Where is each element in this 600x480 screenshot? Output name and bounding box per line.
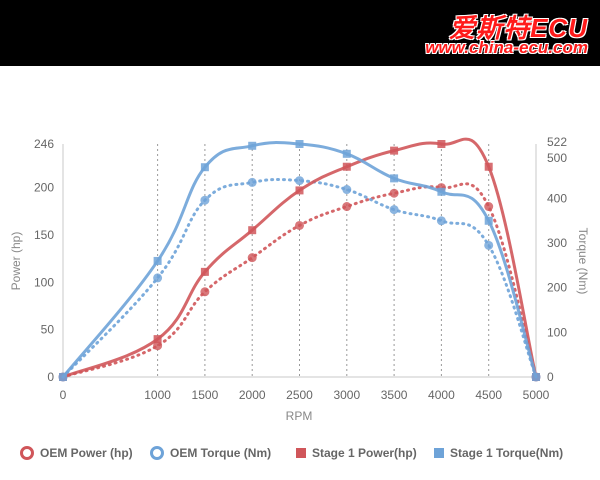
brand-logo: 爱斯特ECU: [449, 13, 588, 43]
square-marker-icon: [296, 448, 306, 458]
x-tick-label: 0: [60, 388, 67, 402]
legend-label: OEM Power (hp): [40, 446, 133, 460]
data-point: [342, 202, 352, 212]
data-point: [389, 205, 399, 215]
x-axis-label: RPM: [286, 409, 313, 423]
data-point: [389, 188, 399, 198]
x-tick-label: 1500: [192, 388, 219, 402]
x-tick-label: 5000: [523, 388, 550, 402]
axes: 0 1000 1500 2000 2500 3000 3500 4000 4500 5000050…: [34, 135, 567, 402]
y-left-tick-label: 50: [41, 323, 55, 337]
data-point: [248, 226, 257, 235]
data-point: [484, 202, 494, 212]
data-point: [248, 141, 257, 150]
data-point: [437, 140, 446, 148]
legend-item[interactable]: Stage 1 Torque(Nm): [434, 442, 563, 464]
data-point: [295, 140, 304, 148]
data-point: [437, 187, 446, 196]
data-point: [532, 373, 540, 381]
data-point: [153, 273, 163, 283]
x-tick-label: 1000: [144, 388, 171, 402]
y-right-tick-label: 100: [547, 325, 567, 339]
data-point: [390, 146, 399, 155]
data-point: [484, 162, 493, 171]
x-tick-label: 4500: [475, 388, 502, 402]
data-point: [342, 149, 351, 158]
y-axis-left-label: Power (hp): [9, 232, 23, 291]
brand-url: www.china-ecu.com: [425, 38, 588, 57]
data-point: [200, 267, 209, 276]
y-right-tick-label: 400: [547, 191, 567, 205]
series-line-3: [61, 141, 538, 379]
y-right-tick-label: 500: [547, 151, 567, 165]
data-point: [342, 185, 352, 195]
legend-item[interactable]: Stage 1 Power(hp): [296, 442, 417, 464]
square-marker-icon: [434, 448, 444, 458]
data-point: [153, 256, 162, 265]
legend-item[interactable]: OEM Torque (Nm): [150, 442, 271, 464]
legend: OEM Power (hp) OEM Torque (Nm) Stage 1 Pow…: [20, 442, 590, 464]
data-point: [59, 373, 67, 381]
series-line-0: [61, 182, 538, 379]
x-tick-label: 3000: [333, 388, 360, 402]
data-point: [436, 216, 446, 226]
x-tick-label: 3500: [381, 388, 408, 402]
circle-marker-icon: [150, 446, 164, 460]
data-point: [200, 287, 210, 297]
data-point: [200, 195, 210, 205]
data-point: [295, 176, 304, 186]
y-right-tick-label: 300: [547, 236, 567, 250]
x-tick-label: 4000: [428, 388, 455, 402]
y-left-tick-label: 246: [34, 137, 54, 151]
x-tick-label: 2000: [239, 388, 266, 402]
y-left-tick-label: 150: [34, 228, 54, 242]
data-point: [295, 220, 304, 230]
legend-item[interactable]: OEM Power (hp): [20, 442, 133, 464]
data-point: [247, 177, 257, 187]
legend-label: Stage 1 Power(hp): [312, 446, 417, 460]
x-tick-label: 2500: [286, 388, 313, 402]
data-point: [153, 335, 162, 344]
data-point: [342, 162, 351, 171]
y-left-tick-label: 0: [47, 370, 54, 384]
data-point: [390, 174, 399, 183]
data-point: [247, 253, 257, 263]
circle-marker-icon: [20, 446, 34, 460]
header-bar: 爱斯特ECU www.china-ecu.com: [0, 0, 600, 66]
series-layer: [58, 137, 541, 382]
data-point: [484, 216, 493, 225]
y-axis-right-label: Torque (Nm): [576, 228, 590, 295]
series-line-1: [61, 177, 538, 379]
y-right-tick-label: 522: [547, 135, 567, 149]
data-point: [295, 186, 304, 195]
data-point: [153, 341, 163, 351]
y-right-tick-label: 0: [547, 370, 554, 384]
y-left-tick-label: 100: [34, 275, 54, 289]
data-point: [484, 240, 494, 250]
y-left-tick-label: 200: [34, 181, 54, 195]
data-point: [200, 163, 209, 172]
legend-label: OEM Torque (Nm): [170, 446, 272, 460]
y-right-tick-label: 200: [547, 281, 567, 295]
legend-label: Stage 1 Torque(Nm): [450, 446, 564, 460]
